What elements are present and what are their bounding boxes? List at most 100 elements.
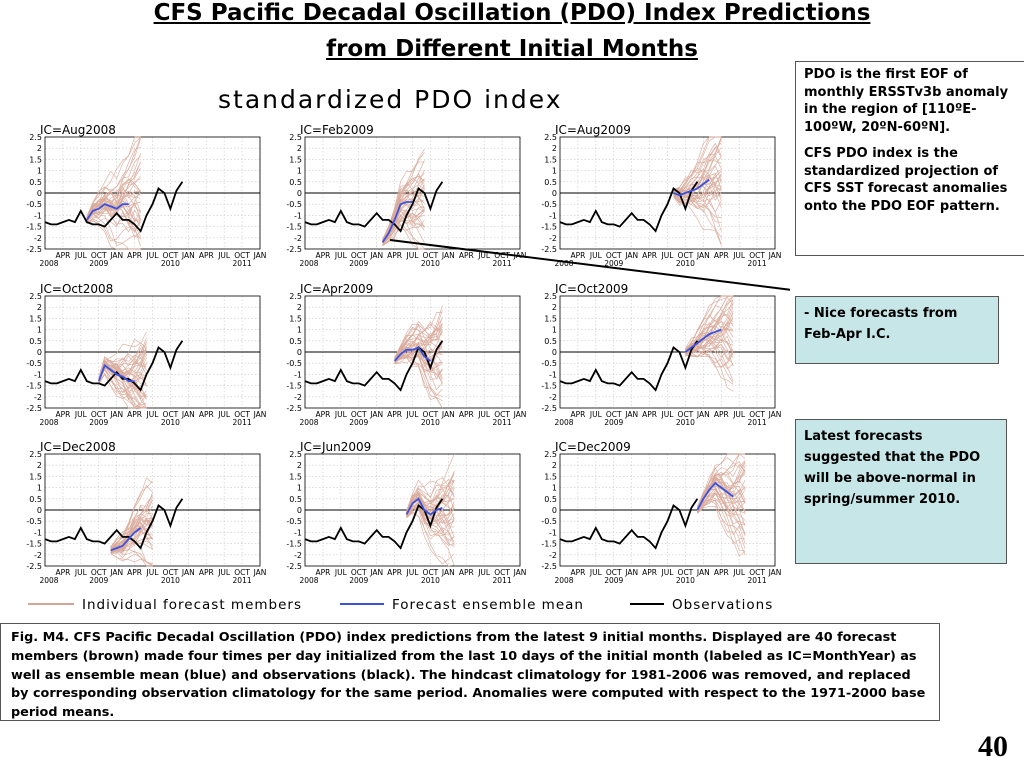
x-year-label: 2010 [161, 259, 180, 268]
x-tick-label: JUL [406, 251, 420, 260]
x-year-label: 2010 [676, 259, 695, 268]
y-tick-label: 0 [37, 189, 42, 198]
x-year-label: 2008 [299, 259, 318, 268]
x-tick-label: OCT [678, 251, 694, 260]
x-tick-label: APR [127, 251, 142, 260]
x-tick-label: OCT [678, 568, 694, 577]
y-tick-label: 1 [37, 326, 42, 335]
x-tick-label: APR [387, 251, 402, 260]
forecast-member-line [406, 470, 455, 511]
x-tick-label: APR [570, 251, 585, 260]
ensemble-mean-line [381, 201, 413, 243]
y-tick-label: 1 [297, 326, 302, 335]
x-year-label: 2008 [299, 418, 318, 427]
forecast-member-line [394, 305, 443, 361]
x-tick-label: JAN [369, 568, 383, 577]
y-tick-label: -2.5 [286, 562, 302, 571]
x-year-label: 2010 [676, 576, 695, 585]
x-tick-label: JAN [181, 251, 195, 260]
x-tick-label: OCT [234, 568, 250, 577]
forecast-member-line [697, 488, 746, 509]
x-tick-label: OCT [749, 410, 765, 419]
x-year-label: 2009 [89, 259, 108, 268]
y-tick-label: 1 [297, 484, 302, 493]
y-tick-label: -1 [34, 370, 42, 379]
x-tick-label: JAN [696, 410, 710, 419]
forecast-member-line [110, 553, 153, 567]
x-tick-label: APR [199, 568, 214, 577]
y-tick-label: 1.5 [289, 472, 302, 481]
figure-heading: standardized PDO index [218, 85, 563, 114]
y-tick-label: 0.5 [544, 178, 557, 187]
x-tick-label: JAN [768, 410, 782, 419]
x-tick-label: JUL [661, 568, 675, 577]
y-tick-label: 1.5 [289, 155, 302, 164]
ensemble-mean-line [97, 363, 135, 383]
y-tick-label: 1 [552, 484, 557, 493]
x-tick-label: APR [55, 568, 70, 577]
y-tick-label: -1 [34, 211, 42, 220]
y-tick-label: -0.5 [26, 517, 42, 526]
forecast-member-line [406, 508, 455, 540]
y-tick-label: 2 [37, 144, 42, 153]
y-tick-label: -2 [549, 234, 557, 243]
panel-label: IC=Feb2009 [300, 123, 374, 137]
y-tick-label: 2 [37, 461, 42, 470]
forecast-member-line [86, 191, 141, 228]
forecast-member-line [382, 175, 425, 240]
x-tick-label: JAN [253, 410, 267, 419]
panel-label: IC=Oct2009 [555, 282, 628, 296]
y-tick-label: -1 [34, 528, 42, 537]
y-tick-label: -1 [294, 528, 302, 537]
x-tick-label: APR [199, 251, 214, 260]
forecast-member-line [685, 354, 734, 370]
x-tick-label: APR [570, 410, 585, 419]
observations-line [559, 181, 699, 233]
y-tick-label: -1 [549, 370, 557, 379]
forecast-member-line [673, 136, 722, 193]
panel-label: IC=Apr2009 [300, 282, 373, 296]
y-tick-label: 1 [37, 484, 42, 493]
y-tick-label: -2 [294, 234, 302, 243]
x-tick-label: OCT [494, 568, 510, 577]
forecast-member-line [685, 337, 734, 367]
forecast-member-line [86, 207, 141, 239]
y-tick-label: 0 [552, 506, 557, 515]
y-tick-label: -1.5 [541, 540, 557, 549]
plot-frame [44, 136, 261, 250]
forecast-member-line [673, 196, 722, 213]
x-tick-label: JAN [441, 410, 455, 419]
forecast-member-line [110, 494, 153, 547]
forecast-member-line [110, 542, 153, 553]
y-tick-label: -1.5 [541, 223, 557, 232]
x-tick-label: APR [387, 568, 402, 577]
y-tick-label: -2.5 [26, 562, 42, 571]
x-tick-label: OCT [606, 410, 622, 419]
x-year-label: 2010 [421, 259, 440, 268]
plot-frame [559, 453, 776, 567]
x-tick-label: APR [570, 568, 585, 577]
y-tick-label: 2 [297, 303, 302, 312]
forecast-member-line [394, 352, 443, 381]
x-tick-label: JUL [406, 410, 420, 419]
forecast-member-line [697, 491, 746, 514]
pdo-figure: standardized PDO index IC=Aug20082.521.5… [26, 85, 790, 613]
y-tick-label: -0.5 [286, 200, 302, 209]
x-tick-label: JAN [513, 568, 527, 577]
observations-line [304, 181, 444, 233]
forecast-member-line [98, 373, 147, 409]
y-tick-label: -1.5 [286, 223, 302, 232]
x-year-label: 2008 [39, 259, 58, 268]
forecast-member-line [406, 498, 455, 520]
y-tick-label: -0.5 [26, 359, 42, 368]
forecast-member-line [86, 186, 141, 217]
pdo-definition-text: PDO is the first EOF of monthly ERSSTv3b… [804, 67, 1009, 135]
x-tick-label: APR [315, 251, 330, 260]
ensemble-mean-line [405, 497, 443, 516]
cfs-index-definition-text: CFS PDO index is the standardized projec… [804, 146, 1008, 214]
y-tick-label: 0.5 [289, 495, 302, 504]
y-tick-label: 0.5 [289, 337, 302, 346]
